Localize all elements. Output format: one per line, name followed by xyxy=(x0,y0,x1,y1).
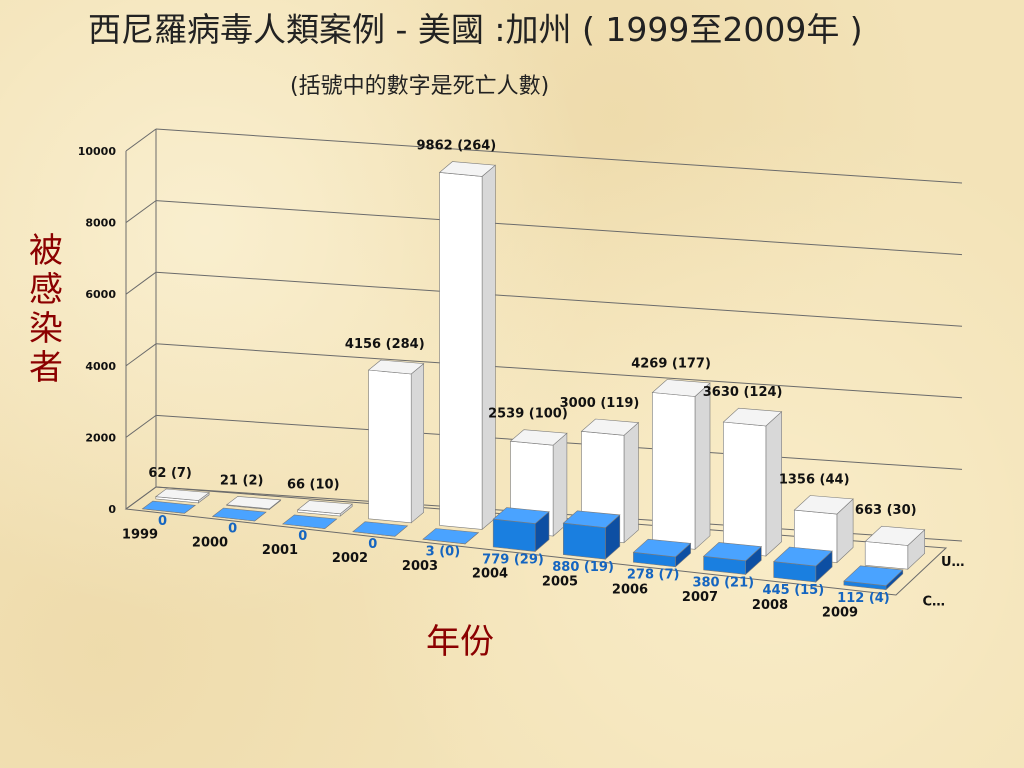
data-label-back: 9862 (264) xyxy=(417,139,497,154)
data-label-back: 4156 (284) xyxy=(345,337,425,352)
data-label-back: 66 (10) xyxy=(287,478,340,493)
bar-2005-back-side xyxy=(623,421,639,544)
bar-2005-front-top xyxy=(562,510,621,529)
gridline xyxy=(155,343,963,399)
data-label-front: 779 (29) xyxy=(482,552,544,567)
x-tick-label: 2006 xyxy=(612,582,648,597)
bar-2000-front-top xyxy=(211,507,267,522)
data-label-back: 21 (2) xyxy=(220,473,264,488)
data-label-front: 278 (7) xyxy=(627,568,680,583)
bar-2002-back-side xyxy=(410,362,425,524)
bar-2002-back-top xyxy=(367,359,425,375)
bar-2004-front-top xyxy=(492,507,550,524)
y-tick-label: 6000 xyxy=(85,288,116,301)
bar-1999-front-top xyxy=(141,500,196,514)
gridline xyxy=(155,271,963,327)
wall-gridline xyxy=(125,271,157,295)
x-tick-label: 2001 xyxy=(262,543,298,558)
bar-2006-front-top xyxy=(632,538,692,558)
bar-2008-back-top xyxy=(793,495,854,515)
slide-title: 西尼羅病毒人類案例 - 美國 :加州 ( 1999至2009年 ) xyxy=(88,10,863,49)
bar-2001-back-top xyxy=(296,500,353,515)
x-tick-label: 2008 xyxy=(752,598,788,613)
x-tick-label: 2004 xyxy=(472,567,508,582)
bar-2001-front-top xyxy=(281,514,338,529)
bar-2000-back-top xyxy=(225,496,282,510)
bar-2009-front-top xyxy=(843,565,904,587)
bar-2003-front-top xyxy=(422,528,480,545)
x-tick-label: 2002 xyxy=(332,551,368,566)
data-label-front: 0 xyxy=(368,537,377,552)
y-axis-title: 被感染者 xyxy=(29,231,63,388)
data-label-back: 2539 (100) xyxy=(488,407,568,422)
bar-1999-back-top xyxy=(154,488,210,501)
data-label-front: 112 (4) xyxy=(837,591,890,606)
x-tick-label: 2009 xyxy=(822,606,858,621)
wall-gridline xyxy=(125,414,157,438)
y-tick-label: 4000 xyxy=(85,360,116,373)
x-tick-label: 2003 xyxy=(402,559,438,574)
wall-gridline xyxy=(125,128,157,152)
legend-entry-back: U… xyxy=(941,555,965,570)
bar-2002-front-top xyxy=(352,521,409,537)
gridline xyxy=(155,128,963,184)
bar-2006-back-top xyxy=(651,379,711,397)
y-tick-label: 2000 xyxy=(85,431,116,444)
y-tick-label: 0 xyxy=(108,503,116,516)
data-label-front: 0 xyxy=(298,529,307,544)
data-label-front: 880 (19) xyxy=(552,560,614,575)
floor xyxy=(124,486,948,596)
wall-gridline xyxy=(125,343,157,367)
data-label-front: 0 xyxy=(228,521,237,536)
legend-entry-front: C… xyxy=(923,594,946,609)
data-label-back: 1356 (44) xyxy=(779,472,850,487)
bar-2003-back-front xyxy=(439,172,483,530)
data-label-back: 3630 (124) xyxy=(703,385,783,400)
x-axis-title: 年份 xyxy=(426,622,494,662)
bar-2004-front-front xyxy=(492,518,536,552)
data-label-back: 4269 (177) xyxy=(631,356,711,371)
bar-2005-front-front xyxy=(562,522,606,560)
x-tick-label: 2005 xyxy=(542,574,578,589)
slide-subtitle: (括號中的數字是死亡人數) xyxy=(290,74,550,99)
bar-2003-back-top xyxy=(438,161,497,177)
data-label-front: 445 (15) xyxy=(763,583,825,598)
bar-2004-back-top xyxy=(509,429,568,446)
bar-2007-front-top xyxy=(702,542,763,562)
bar-2006-back-front xyxy=(652,392,696,550)
data-label-front: 0 xyxy=(158,514,167,529)
bar-2007-back-front xyxy=(723,421,767,557)
bar-2008-front-top xyxy=(773,546,833,567)
y-tick-label: 10000 xyxy=(78,145,117,158)
wall-gridline xyxy=(125,200,157,224)
bar-2007-back-top xyxy=(722,407,783,427)
y-tick-label: 8000 xyxy=(85,217,116,230)
x-tick-label: 1999 xyxy=(122,528,158,543)
data-label-front: 380 (21) xyxy=(692,575,754,590)
gridline xyxy=(155,200,963,256)
data-label-front: 3 (0) xyxy=(426,545,461,560)
x-tick-label: 2007 xyxy=(682,590,718,605)
bar-2002-back-front xyxy=(368,369,412,524)
data-label-back: 62 (7) xyxy=(148,466,192,481)
bar-2006-back-side xyxy=(694,382,711,550)
data-label-back: 663 (30) xyxy=(855,503,917,518)
bar-2003-back-side xyxy=(481,164,496,531)
bar-2009-back-top xyxy=(864,525,926,546)
bar-2005-back-top xyxy=(580,418,640,436)
bar-2009-back-front xyxy=(864,541,909,570)
bar-2004-back-side xyxy=(552,432,568,537)
data-label-back: 3000 (119) xyxy=(560,396,640,411)
x-tick-label: 2000 xyxy=(192,535,228,550)
